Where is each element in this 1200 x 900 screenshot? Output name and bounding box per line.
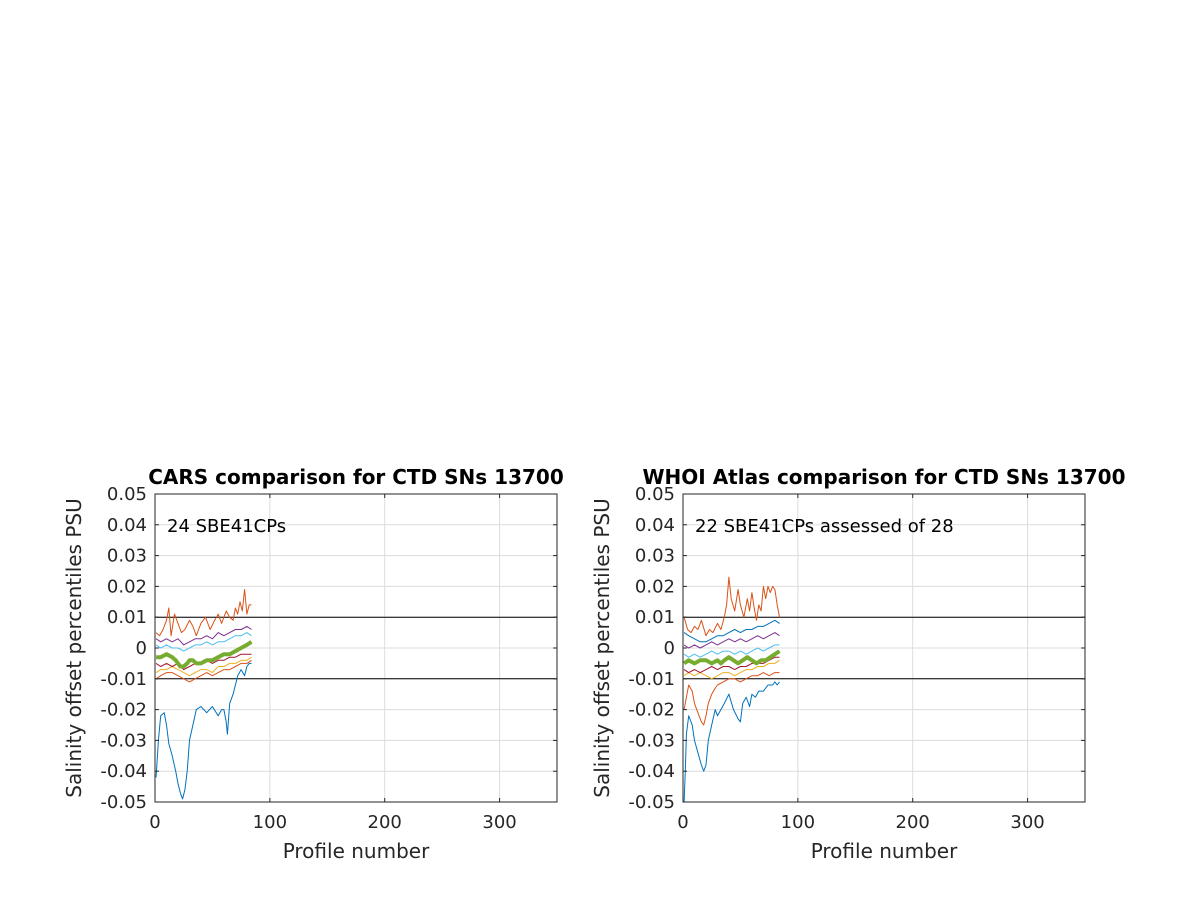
y-tick-label: 0.04 — [635, 515, 675, 536]
y-tick-label: -0.01 — [100, 669, 147, 690]
x-tick-label: 300 — [1010, 812, 1044, 833]
y-tick-label: 0.04 — [107, 515, 147, 536]
y-tick-label: 0 — [664, 638, 675, 659]
reference-lines — [155, 616, 557, 680]
series-line-2 — [155, 659, 252, 683]
ticks: 0 100 200 300 -0.05 -0.04 -0.03 -0.02 -0.01 0 0.01… — [100, 484, 557, 833]
series-group — [682, 576, 781, 803]
y-tick-label: -0.02 — [628, 700, 675, 721]
y-tick-label: -0.03 — [100, 730, 147, 751]
x-tick-label: 100 — [253, 812, 287, 833]
y-tick-label: -0.04 — [628, 761, 675, 782]
y-tick-label: 0.01 — [107, 607, 147, 628]
y-tick-label: 0.03 — [635, 546, 675, 567]
y-tick-label: 0.05 — [635, 484, 675, 505]
series-group — [155, 589, 253, 800]
y-tick-label: -0.01 — [628, 669, 675, 690]
series-line-0 — [155, 662, 252, 800]
x-tick-label: 200 — [368, 812, 402, 833]
y-tick-label: 0 — [136, 638, 147, 659]
y-tick-label: -0.02 — [100, 700, 147, 721]
y-tick-label: 0.02 — [107, 576, 147, 597]
series-line-4 — [155, 625, 252, 646]
series-line-7 — [156, 640, 253, 669]
y-tick-label: 0.05 — [107, 484, 147, 505]
annotation-text: 24 SBE41CPs — [167, 516, 286, 537]
series-line-0 — [683, 681, 780, 803]
series-line-5 — [155, 632, 252, 652]
series-line-2 — [683, 672, 780, 726]
series-line-6 — [683, 656, 780, 674]
x-axis-label: Profile number — [283, 839, 430, 863]
x-tick-label: 0 — [677, 812, 688, 833]
series-line-1 — [155, 589, 252, 637]
chart-title: CARS comparison for CTD SNs 13700 — [148, 465, 563, 489]
x-tick-label: 300 — [482, 812, 516, 833]
series-line-7 — [683, 619, 780, 643]
y-tick-label: 0.02 — [635, 576, 675, 597]
y-tick-label: -0.04 — [100, 761, 147, 782]
chart-title: WHOI Atlas comparison for CTD SNs 13700 — [642, 465, 1125, 489]
annotation-text: 22 SBE41CPs assessed of 28 — [695, 516, 954, 537]
series-line-4 — [683, 632, 780, 649]
series-line-8 — [682, 649, 781, 666]
y-tick-label: -0.05 — [628, 792, 675, 813]
series-line-3 — [155, 656, 252, 677]
y-tick-label: -0.03 — [628, 730, 675, 751]
reference-lines — [683, 616, 1085, 680]
ticks: 0 100 200 300 -0.05 -0.04 -0.03 -0.02 -0.01 0 0.01… — [628, 484, 1085, 833]
y-tick-label: -0.05 — [100, 792, 147, 813]
x-tick-label: 100 — [781, 812, 815, 833]
y-tick-label: 0.03 — [107, 546, 147, 567]
series-line-1 — [683, 576, 780, 637]
x-tick-label: 0 — [149, 812, 160, 833]
subplot-whoi: 0 100 200 300 -0.05 -0.04 -0.03 -0.02 -0.01 0 0.01… — [590, 465, 1126, 863]
subplot-cars: 0 100 200 300 -0.05 -0.04 -0.03 -0.02 -0.01 0 0.01… — [62, 465, 564, 863]
y-tick-label: 0.01 — [635, 607, 675, 628]
series-line-3 — [683, 659, 780, 680]
y-axis-label: Salinity offset percentiles PSU — [62, 498, 86, 797]
series-line-5 — [683, 644, 780, 658]
y-axis-label: Salinity offset percentiles PSU — [590, 498, 614, 797]
x-tick-label: 200 — [896, 812, 930, 833]
x-axis-label: Profile number — [811, 839, 958, 863]
